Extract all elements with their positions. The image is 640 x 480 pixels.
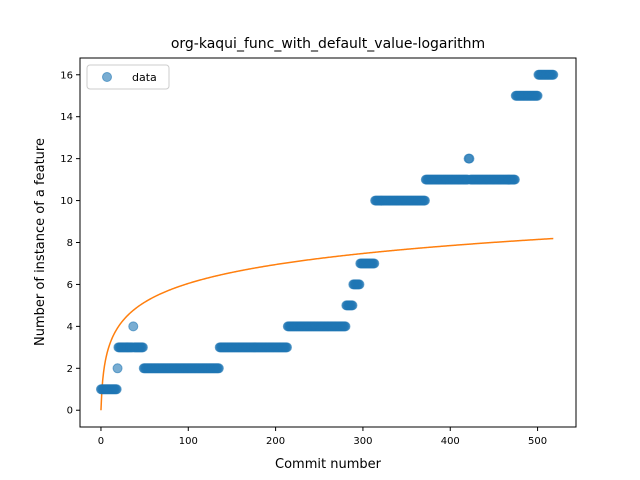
x-tick-label: 100 [179,436,198,447]
y-tick-label: 2 [67,364,73,375]
x-tick-label: 400 [441,436,460,447]
legend-label-data: data [132,71,157,84]
y-tick-label: 12 [60,154,73,165]
y-tick-label: 6 [67,280,73,291]
legend: data [86,64,170,90]
data-point [532,90,543,101]
plot-area [95,69,559,411]
data-point [369,258,380,269]
data-point [548,69,559,80]
x-axis-label: Commit number [275,457,382,472]
y-tick-label: 0 [67,406,73,417]
chart-title: org-kaqui_func_with_default_value-logari… [171,36,485,52]
data-point [354,279,365,290]
legend-marker-data [102,72,112,82]
data-point [281,342,292,353]
data-point [111,384,122,395]
y-tick-label: 10 [60,196,73,207]
data-point [509,174,520,185]
data-points [95,69,559,395]
data-point [137,342,148,353]
x-tick-label: 500 [528,436,547,447]
data-point [464,153,475,164]
y-tick-label: 16 [60,70,73,81]
y-tick-label: 4 [67,322,73,333]
x-tick-label: 0 [98,436,104,447]
data-point [112,363,123,374]
data-point [419,195,430,206]
y-tick-label: 14 [60,112,73,123]
y-axis-ticks: 0 2 4 6 8 10 12 14 16 [60,70,80,417]
legend-box [86,64,170,90]
data-point [213,363,224,374]
fit-curve [100,237,554,411]
x-tick-label: 300 [353,436,372,447]
data-point [347,300,358,311]
y-axis-label: Number of instance of a feature [33,138,48,346]
data-point [340,321,351,332]
x-axis-ticks: 0 100 200 300 400 500 [98,427,547,447]
data-point [128,321,139,332]
y-tick-label: 8 [67,238,73,249]
x-tick-label: 200 [266,436,285,447]
fit-layer [100,237,554,411]
